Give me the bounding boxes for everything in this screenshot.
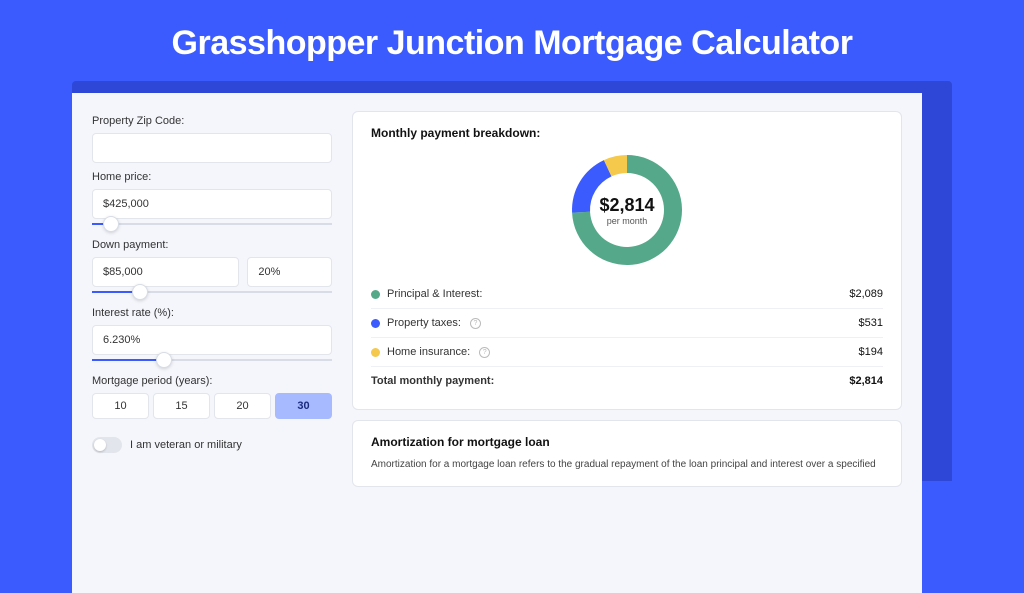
- total-value: $2,814: [849, 375, 883, 387]
- results-column: Monthly payment breakdown: $2,814 per mo…: [352, 111, 902, 575]
- page-title: Grasshopper Junction Mortgage Calculator: [0, 0, 1024, 81]
- period-option-30[interactable]: 30: [275, 393, 332, 419]
- slider-thumb[interactable]: [132, 284, 148, 300]
- card-shadow: Property Zip Code: Home price: Down paym…: [72, 81, 952, 481]
- period-option-15[interactable]: 15: [153, 393, 210, 419]
- home-price-label: Home price:: [92, 171, 332, 183]
- legend-dot: [371, 319, 380, 328]
- home-price-input[interactable]: [92, 189, 332, 219]
- amortization-text: Amortization for a mortgage loan refers …: [371, 457, 883, 472]
- legend-dot: [371, 348, 380, 357]
- down-payment-slider[interactable]: [92, 291, 332, 293]
- interest-rate-input[interactable]: [92, 325, 332, 355]
- legend-label: Principal & Interest:: [387, 288, 482, 300]
- inputs-column: Property Zip Code: Home price: Down paym…: [92, 111, 332, 575]
- legend-row: Principal & Interest: $2,089: [371, 280, 883, 309]
- slider-thumb[interactable]: [103, 216, 119, 232]
- donut-subtext: per month: [607, 216, 648, 226]
- legend-row: Property taxes:? $531: [371, 309, 883, 338]
- donut-amount: $2,814: [599, 195, 654, 216]
- period-option-10[interactable]: 10: [92, 393, 149, 419]
- slider-thumb[interactable]: [156, 352, 172, 368]
- period-label: Mortgage period (years):: [92, 375, 332, 387]
- info-icon[interactable]: ?: [470, 318, 481, 329]
- info-icon[interactable]: ?: [479, 347, 490, 358]
- donut-center: $2,814 per month: [567, 150, 687, 270]
- legend-label: Property taxes:: [387, 317, 461, 329]
- legend-value: $194: [859, 346, 883, 358]
- calculator-card: Property Zip Code: Home price: Down paym…: [72, 93, 922, 593]
- period-options: 10152030: [92, 393, 332, 419]
- down-payment-label: Down payment:: [92, 239, 332, 251]
- legend-value: $531: [859, 317, 883, 329]
- interest-rate-label: Interest rate (%):: [92, 307, 332, 319]
- zip-label: Property Zip Code:: [92, 115, 332, 127]
- veteran-toggle[interactable]: [92, 437, 122, 453]
- home-price-slider[interactable]: [92, 223, 332, 225]
- legend-label: Home insurance:: [387, 346, 470, 358]
- zip-input[interactable]: [92, 133, 332, 163]
- veteran-label: I am veteran or military: [130, 439, 242, 451]
- slider-fill: [92, 359, 164, 361]
- toggle-knob: [94, 439, 106, 451]
- total-label: Total monthly payment:: [371, 375, 494, 387]
- donut-chart: $2,814 per month: [567, 150, 687, 270]
- down-payment-amount-input[interactable]: [92, 257, 239, 287]
- breakdown-title: Monthly payment breakdown:: [371, 126, 883, 140]
- interest-rate-slider[interactable]: [92, 359, 332, 361]
- legend-dot: [371, 290, 380, 299]
- down-payment-percent-input[interactable]: [247, 257, 332, 287]
- period-option-20[interactable]: 20: [214, 393, 271, 419]
- amortization-title: Amortization for mortgage loan: [371, 435, 883, 449]
- amortization-panel: Amortization for mortgage loan Amortizat…: [352, 420, 902, 487]
- total-row: Total monthly payment: $2,814: [371, 367, 883, 395]
- legend-row: Home insurance:? $194: [371, 338, 883, 367]
- legend-value: $2,089: [849, 288, 883, 300]
- breakdown-panel: Monthly payment breakdown: $2,814 per mo…: [352, 111, 902, 410]
